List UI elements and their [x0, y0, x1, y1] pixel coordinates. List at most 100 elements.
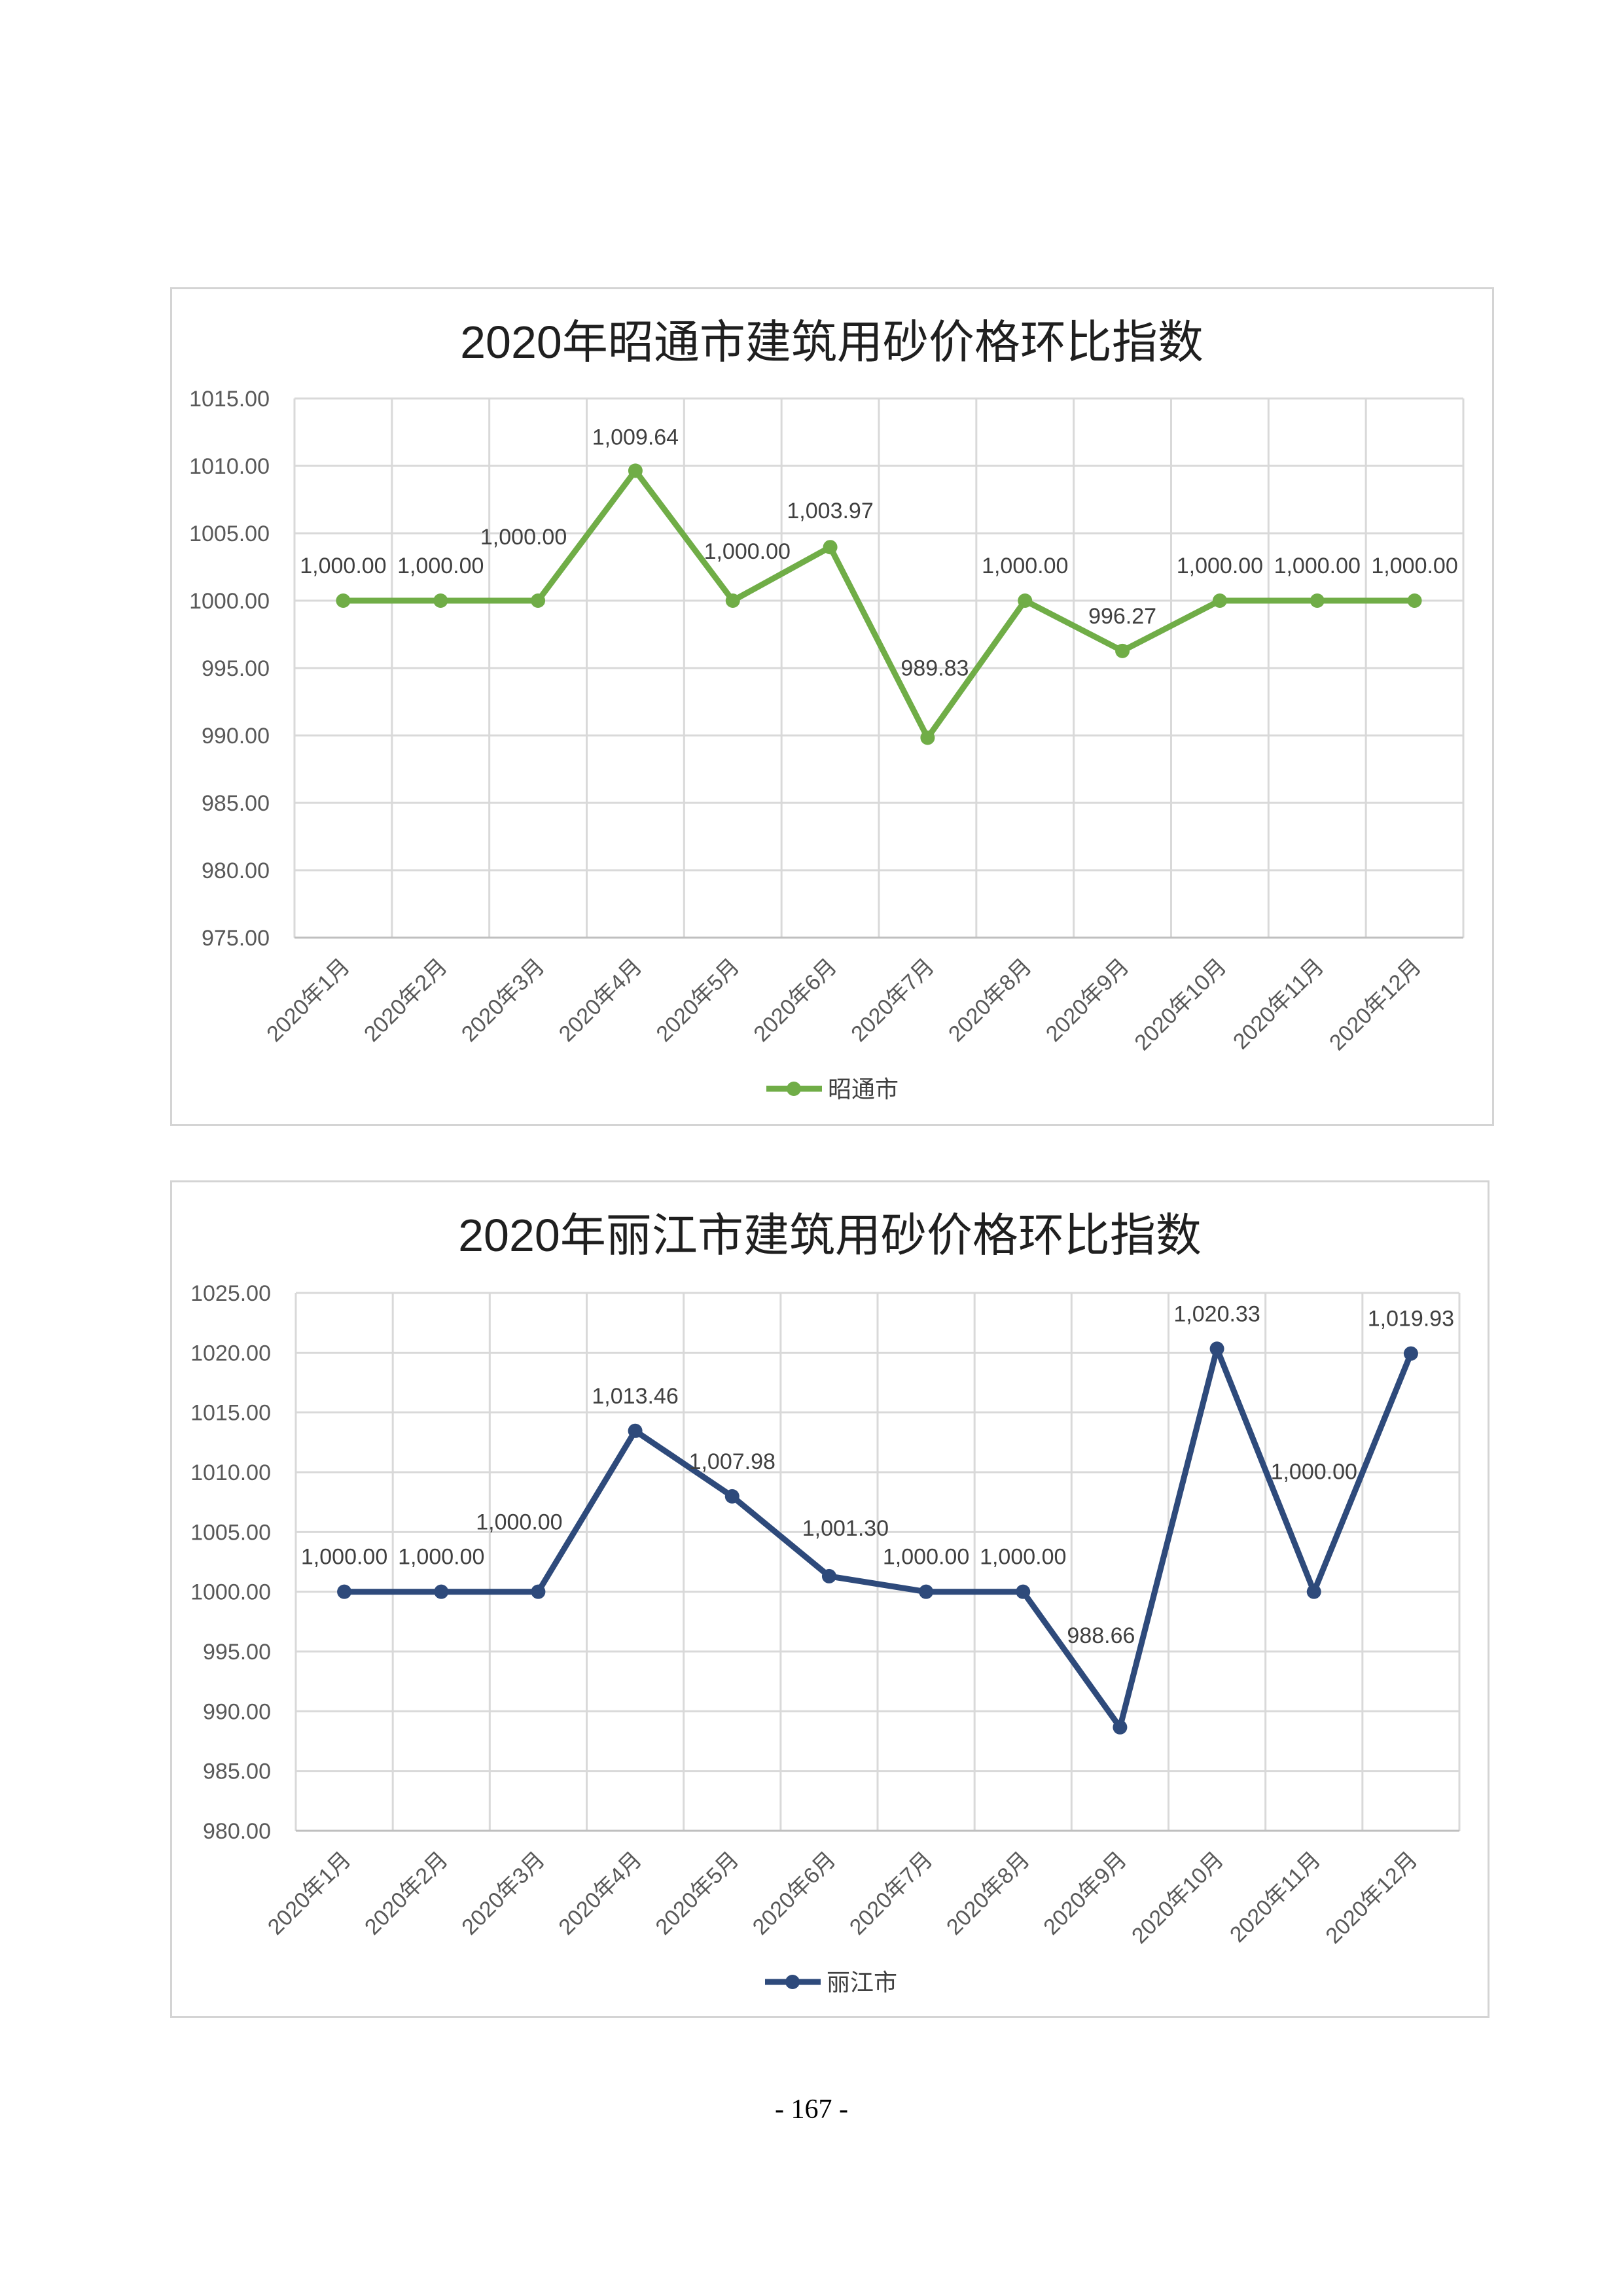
- y-tick-label: 1020.00: [190, 1341, 271, 1366]
- y-tick-label: 1015.00: [190, 1401, 271, 1426]
- data-label: 1,000.00: [300, 554, 386, 578]
- data-label: 1,009.64: [592, 425, 679, 450]
- data-label: 1,013.46: [592, 1384, 678, 1409]
- y-tick-label: 995.00: [202, 656, 270, 681]
- y-tick-label: 995.00: [203, 1640, 271, 1665]
- x-tick-label: 2020年6月: [748, 1847, 841, 1940]
- data-point: [920, 730, 935, 745]
- data-point: [1403, 1346, 1418, 1361]
- legend-label: 昭通市: [828, 1076, 899, 1103]
- y-tick-label: 1015.00: [189, 387, 270, 412]
- data-point: [821, 1568, 836, 1583]
- x-tick-label: 2020年9月: [1039, 1847, 1132, 1940]
- chart-frame-zhaotong: 2020年昭通市建筑用砂价格环比指数 昭通市 975.00 980.00 985.0…: [170, 287, 1494, 1126]
- y-tick-label: 975.00: [202, 926, 270, 951]
- x-tick-label: 2020年11月: [1228, 954, 1329, 1054]
- y-tick-label: 1005.00: [189, 521, 270, 546]
- x-tick-label: 2020年5月: [651, 1847, 744, 1940]
- data-label: 1,000.00: [1371, 554, 1457, 578]
- y-tick-label: 985.00: [203, 1759, 271, 1784]
- chart-title: 2020年丽江市建筑用砂价格环比指数: [458, 1210, 1202, 1261]
- data-point: [336, 593, 351, 608]
- x-tick-label: 2020年2月: [360, 1847, 453, 1940]
- data-label: 1,003.97: [787, 499, 873, 523]
- data-point: [1016, 1584, 1031, 1599]
- data-point: [919, 1584, 934, 1599]
- data-point: [1212, 593, 1227, 608]
- x-tick-label: 2020年12月: [1321, 1847, 1422, 1949]
- data-point: [1018, 593, 1033, 608]
- y-tick-label: 1000.00: [190, 1580, 271, 1605]
- x-tick-label: 2020年7月: [846, 954, 939, 1047]
- data-label: 1,000.00: [476, 1510, 562, 1535]
- x-tick-label: 2020年1月: [263, 1847, 356, 1940]
- y-tick-label: 1010.00: [189, 454, 270, 479]
- data-label: 1,000.00: [704, 539, 791, 564]
- x-tick-label: 2020年7月: [845, 1847, 938, 1940]
- data-point: [628, 463, 643, 478]
- data-label: 1,000.00: [1274, 554, 1361, 578]
- x-tick-label: 2020年6月: [749, 954, 842, 1047]
- data-label: 1,000.00: [1177, 554, 1263, 578]
- data-label: 1,000.00: [480, 525, 567, 550]
- data-label: 996.27: [1088, 604, 1156, 629]
- y-tick-label: 1025.00: [190, 1281, 271, 1306]
- x-tick-label: 2020年9月: [1041, 954, 1134, 1047]
- data-point: [725, 593, 740, 608]
- data-label: 1,000.00: [982, 554, 1068, 578]
- legend-label: 丽江市: [827, 1969, 897, 1996]
- data-point: [1407, 593, 1422, 608]
- x-tick-label: 2020年3月: [457, 1847, 550, 1940]
- y-tick-label: 1005.00: [190, 1520, 271, 1545]
- x-tick-label: 2020年10月: [1130, 954, 1231, 1055]
- data-label: 1,020.33: [1173, 1301, 1260, 1326]
- data-label: 1,000.00: [398, 1545, 484, 1570]
- series-line: [341, 1345, 1414, 1731]
- y-tick-label: 980.00: [203, 1819, 271, 1844]
- x-tick-label: 2020年4月: [554, 1847, 647, 1940]
- x-tick-label: 2020年10月: [1127, 1847, 1228, 1949]
- data-point: [1209, 1341, 1224, 1356]
- data-label: 1,000.00: [883, 1545, 969, 1570]
- x-tick-label: 2020年4月: [554, 954, 647, 1047]
- data-label: 1,000.00: [301, 1545, 387, 1570]
- data-label: 1,000.00: [1271, 1460, 1357, 1485]
- data-point: [531, 1584, 546, 1599]
- data-point: [1113, 1720, 1128, 1735]
- x-tick-label: 2020年12月: [1325, 954, 1426, 1055]
- y-tick-label: 990.00: [202, 724, 270, 749]
- chart-frame-lijiang: 2020年丽江市建筑用砂价格环比指数 丽江市 980.00 985.00 990.0…: [170, 1180, 1489, 2018]
- data-point: [823, 540, 838, 555]
- data-label: 1,000.00: [980, 1545, 1066, 1570]
- x-tick-label: 2020年8月: [944, 954, 1037, 1047]
- legend: 丽江市: [765, 1969, 897, 1996]
- data-label: 1,000.00: [397, 554, 484, 578]
- data-point: [1115, 643, 1130, 658]
- gridlines: [293, 397, 1465, 939]
- data-point: [628, 1423, 643, 1438]
- page-number: - 167 -: [775, 2094, 848, 2125]
- x-tick-label: 2020年3月: [457, 954, 550, 1047]
- series-line: [340, 467, 1418, 741]
- legend-point-marker: [785, 1975, 800, 1989]
- data-point: [434, 1584, 449, 1599]
- y-tick-label: 1010.00: [190, 1460, 271, 1485]
- gridlines: [294, 1292, 1461, 1832]
- y-tick-label: 990.00: [203, 1699, 271, 1724]
- y-tick-label: 1000.00: [189, 589, 270, 614]
- y-tick-label: 985.00: [202, 791, 270, 816]
- data-label: 989.83: [901, 656, 969, 681]
- data-point: [337, 1584, 352, 1599]
- data-point: [433, 593, 448, 608]
- data-point: [531, 593, 546, 608]
- data-label: 1,001.30: [802, 1516, 889, 1541]
- x-tick-label: 2020年2月: [359, 954, 452, 1047]
- legend-point-marker: [787, 1082, 801, 1096]
- data-point: [1310, 593, 1325, 608]
- x-tick-label: 2020年11月: [1225, 1847, 1325, 1947]
- x-tick-label: 2020年8月: [942, 1847, 1035, 1940]
- legend: 昭通市: [766, 1076, 899, 1103]
- data-point: [1306, 1584, 1321, 1599]
- data-label: 1,007.98: [689, 1449, 776, 1474]
- x-tick-label: 2020年1月: [262, 954, 355, 1047]
